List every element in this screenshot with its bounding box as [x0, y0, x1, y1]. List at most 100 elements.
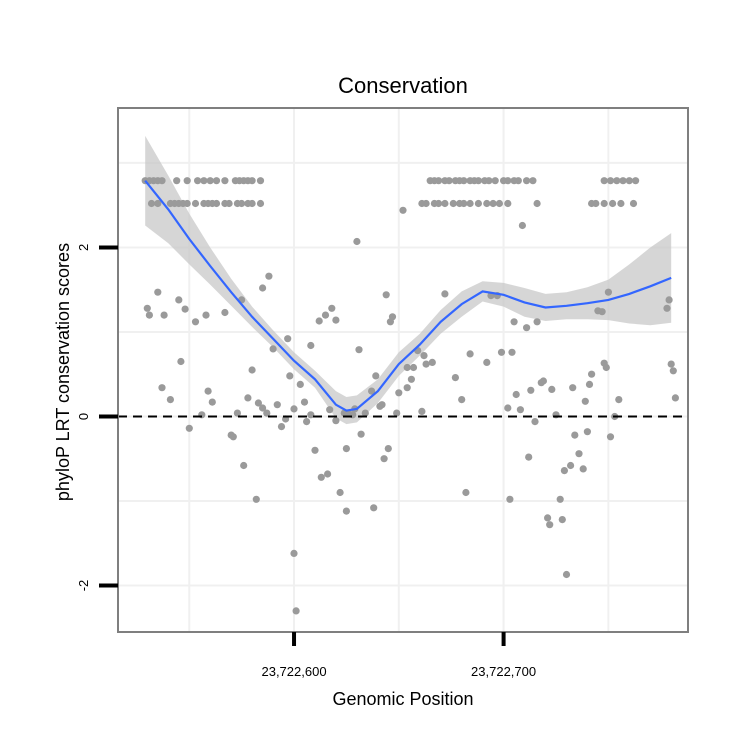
data-point	[483, 358, 491, 366]
data-point	[221, 308, 229, 317]
data-point	[315, 317, 323, 325]
data-point	[420, 352, 428, 360]
data-point	[422, 360, 430, 368]
data-point	[328, 304, 336, 312]
data-point	[361, 409, 369, 417]
data-point	[569, 384, 577, 392]
data-point	[208, 398, 216, 406]
data-point	[418, 407, 426, 415]
data-point	[382, 291, 390, 299]
data-point	[185, 424, 193, 432]
data-point	[342, 445, 350, 453]
data-point	[252, 495, 260, 503]
data-point	[259, 404, 267, 412]
data-point	[671, 394, 680, 402]
data-point	[600, 177, 608, 185]
data-point	[506, 495, 514, 503]
data-point	[256, 199, 265, 208]
data-point	[212, 199, 221, 208]
data-point	[204, 387, 212, 395]
data-point	[194, 177, 202, 185]
data-point	[263, 409, 271, 417]
data-point	[604, 288, 613, 296]
data-point	[516, 406, 525, 414]
data-point	[571, 431, 579, 439]
data-point	[669, 367, 677, 375]
x-axis-title: Genomic Position	[332, 689, 473, 709]
data-point	[562, 570, 571, 579]
data-point	[324, 470, 332, 478]
data-point	[462, 488, 470, 497]
y-tick-label: 2	[76, 244, 91, 251]
data-point	[407, 375, 415, 383]
data-point	[244, 394, 252, 402]
data-point	[435, 199, 443, 208]
data-point	[533, 199, 541, 208]
data-point	[629, 199, 638, 208]
data-point	[183, 199, 191, 208]
data-point	[508, 348, 516, 356]
x-tick-label: 23,722,600	[261, 664, 326, 679]
data-point	[613, 177, 621, 185]
data-point	[158, 384, 166, 392]
data-point	[357, 430, 365, 438]
data-point	[368, 387, 376, 395]
data-point	[485, 177, 493, 185]
data-point	[300, 398, 309, 406]
data-point	[336, 488, 344, 497]
data-point	[273, 401, 281, 409]
data-point	[548, 385, 556, 393]
data-point	[514, 177, 522, 185]
data-point	[183, 177, 191, 185]
data-point	[290, 549, 298, 558]
data-point	[495, 199, 503, 208]
data-point	[292, 607, 300, 615]
data-point	[311, 446, 319, 454]
data-point	[504, 404, 512, 412]
data-point	[290, 405, 298, 413]
data-point	[317, 473, 325, 481]
data-point	[518, 221, 527, 230]
data-point	[191, 318, 200, 326]
data-point	[147, 199, 156, 208]
data-point	[512, 390, 520, 399]
data-point	[606, 177, 615, 185]
data-point	[384, 445, 392, 453]
data-point	[181, 305, 189, 313]
data-point	[259, 284, 267, 292]
data-point	[428, 358, 436, 366]
data-point	[173, 177, 181, 185]
data-point	[539, 377, 548, 385]
data-point	[177, 357, 185, 366]
plot-frame	[117, 107, 689, 633]
data-point	[441, 199, 449, 208]
data-point	[326, 406, 334, 414]
data-point	[380, 455, 388, 463]
data-point	[191, 199, 200, 208]
data-point	[399, 206, 407, 214]
data-point	[560, 467, 569, 475]
data-point	[525, 453, 533, 461]
data-point	[403, 363, 411, 372]
data-point	[296, 380, 304, 388]
data-point	[497, 348, 506, 356]
data-point	[632, 177, 640, 185]
data-point	[523, 324, 531, 332]
data-point	[466, 199, 474, 208]
data-point	[229, 433, 237, 441]
data-point	[160, 311, 168, 319]
data-point	[393, 409, 401, 417]
data-point	[254, 399, 262, 407]
data-point	[372, 372, 380, 380]
data-point	[460, 199, 468, 208]
data-point	[303, 418, 311, 426]
data-point	[619, 177, 627, 185]
x-tick-label: 23,722,700	[471, 664, 536, 679]
data-point	[355, 346, 363, 354]
data-point	[474, 199, 482, 208]
data-point	[158, 177, 166, 185]
data-point	[175, 296, 183, 304]
data-point	[533, 318, 541, 326]
data-point	[451, 374, 459, 382]
